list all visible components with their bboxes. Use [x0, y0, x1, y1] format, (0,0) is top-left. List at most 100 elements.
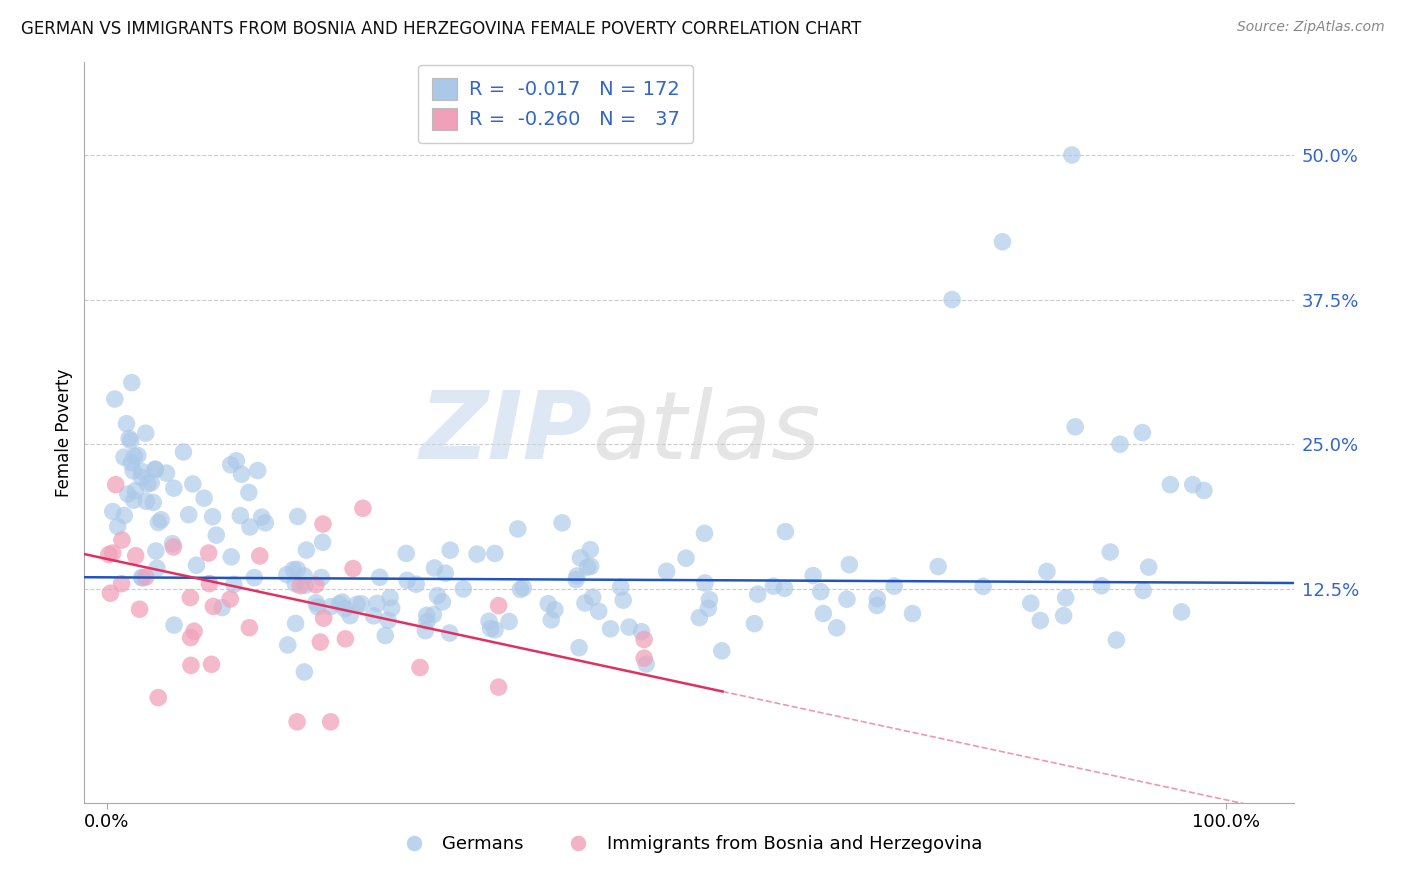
- Point: [330, 595, 353, 609]
- Point: [838, 558, 860, 572]
- Point: [136, 476, 159, 491]
- Point: [202, 599, 225, 614]
- Point: [141, 475, 163, 490]
- Point: [155, 466, 177, 480]
- Point: [131, 570, 153, 584]
- Point: [287, 509, 309, 524]
- Point: [328, 597, 350, 611]
- Point: [135, 570, 157, 584]
- Point: [617, 620, 640, 634]
- Point: [254, 516, 277, 530]
- Point: [312, 517, 335, 532]
- Point: [762, 579, 785, 593]
- Point: [488, 599, 510, 613]
- Point: [405, 577, 427, 591]
- Point: [1137, 560, 1160, 574]
- Point: [801, 568, 824, 582]
- Point: [409, 660, 432, 674]
- Point: [339, 608, 361, 623]
- Point: [1054, 591, 1077, 605]
- Point: [579, 542, 602, 557]
- Point: [512, 581, 534, 595]
- Point: [124, 450, 146, 464]
- Point: [396, 574, 419, 588]
- Legend: Germans, Immigrants from Bosnia and Herzegovina: Germans, Immigrants from Bosnia and Herz…: [388, 828, 990, 861]
- Point: [225, 454, 247, 468]
- Point: [186, 558, 208, 573]
- Point: [579, 559, 602, 574]
- Point: [569, 550, 592, 565]
- Point: [439, 543, 461, 558]
- Point: [135, 426, 157, 441]
- Point: [143, 462, 166, 476]
- Point: [866, 591, 889, 606]
- Point: [200, 657, 222, 672]
- Point: [295, 543, 318, 558]
- Point: [219, 549, 242, 564]
- Point: [333, 602, 356, 616]
- Point: [775, 524, 797, 539]
- Point: [540, 613, 562, 627]
- Point: [250, 510, 273, 524]
- Point: [239, 520, 262, 534]
- Text: GERMAN VS IMMIGRANTS FROM BOSNIA AND HERZEGOVINA FEMALE POVERTY CORRELATION CHAR: GERMAN VS IMMIGRANTS FROM BOSNIA AND HER…: [21, 20, 862, 37]
- Point: [135, 494, 157, 508]
- Point: [927, 559, 949, 574]
- Point: [277, 638, 299, 652]
- Point: [131, 464, 153, 478]
- Point: [124, 483, 146, 498]
- Point: [747, 587, 769, 601]
- Point: [142, 495, 165, 509]
- Point: [284, 576, 307, 591]
- Point: [104, 477, 127, 491]
- Point: [675, 551, 697, 566]
- Point: [484, 546, 506, 560]
- Point: [991, 235, 1014, 249]
- Point: [1029, 614, 1052, 628]
- Point: [426, 589, 449, 603]
- Point: [506, 522, 529, 536]
- Point: [1060, 148, 1083, 162]
- Point: [630, 624, 652, 639]
- Point: [104, 392, 127, 406]
- Point: [633, 651, 655, 665]
- Point: [1053, 608, 1076, 623]
- Point: [125, 549, 148, 563]
- Point: [312, 611, 335, 625]
- Point: [198, 576, 221, 591]
- Point: [219, 592, 242, 607]
- Point: [866, 599, 889, 613]
- Point: [307, 599, 329, 614]
- Point: [162, 540, 184, 554]
- Point: [238, 621, 260, 635]
- Point: [305, 578, 328, 592]
- Point: [101, 504, 124, 518]
- Point: [110, 576, 132, 591]
- Point: [363, 608, 385, 623]
- Point: [488, 680, 510, 694]
- Point: [901, 607, 924, 621]
- Point: [128, 602, 150, 616]
- Point: [612, 593, 634, 607]
- Point: [610, 580, 633, 594]
- Point: [1090, 579, 1112, 593]
- Point: [177, 508, 200, 522]
- Point: [319, 714, 342, 729]
- Point: [636, 657, 658, 671]
- Point: [368, 570, 391, 584]
- Point: [342, 561, 364, 575]
- Point: [378, 591, 401, 605]
- Point: [434, 566, 457, 581]
- Point: [181, 477, 204, 491]
- Point: [509, 582, 531, 597]
- Point: [292, 665, 315, 679]
- Point: [688, 610, 710, 624]
- Point: [146, 561, 169, 575]
- Point: [693, 526, 716, 541]
- Point: [145, 462, 167, 476]
- Point: [415, 608, 437, 623]
- Point: [122, 464, 145, 478]
- Point: [498, 615, 520, 629]
- Point: [565, 573, 588, 587]
- Point: [568, 640, 591, 655]
